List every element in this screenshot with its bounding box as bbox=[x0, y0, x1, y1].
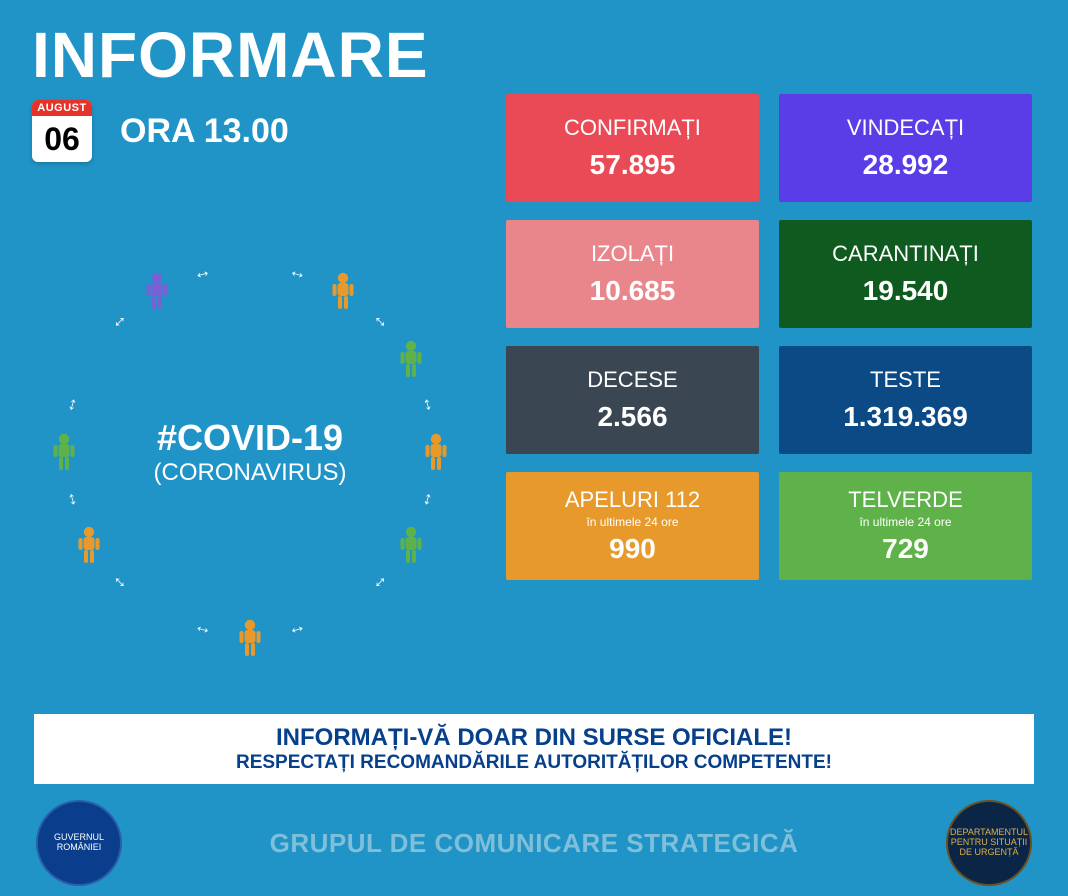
person-icon bbox=[394, 525, 428, 565]
person-icon bbox=[233, 618, 267, 658]
stat-card-label: CARANTINAȚI bbox=[832, 241, 979, 267]
person-icon bbox=[394, 339, 428, 379]
arrow-icon: ↔ bbox=[190, 260, 213, 285]
stat-card-sublabel: în ultimele 24 ore bbox=[586, 515, 678, 529]
person-icon bbox=[140, 271, 174, 311]
person-icon bbox=[233, 246, 267, 291]
person-icon bbox=[72, 339, 106, 379]
emblem-mai: DEPARTAMENTUL PENTRU SITUAȚII DE URGENȚĂ bbox=[946, 800, 1032, 886]
emblem-mai-label: DEPARTAMENTUL PENTRU SITUAȚII DE URGENȚĂ bbox=[948, 828, 1030, 858]
person-icon bbox=[47, 432, 81, 472]
arrow-icon: ↔ bbox=[417, 489, 442, 512]
emblem-government-label: GUVERNUL ROMÂNIEI bbox=[38, 833, 120, 853]
calendar-month: AUGUST bbox=[32, 100, 92, 116]
main-area: #COVID-19 (CORONAVIRUS) ↔ ↔ ↔ ↔ bbox=[0, 162, 1068, 722]
stat-card-label: CONFIRMAȚI bbox=[564, 115, 701, 141]
stat-card-value: 57.895 bbox=[590, 149, 676, 181]
banner-line2: RESPECTAȚI RECOMANDĂRILE AUTORITĂȚILOR C… bbox=[46, 752, 1022, 774]
arrow-icon: ↔ bbox=[105, 570, 133, 598]
covid-hashtag: #COVID-19 bbox=[154, 417, 347, 459]
stat-card-label: TESTE bbox=[870, 367, 941, 393]
person-icon bbox=[233, 618, 267, 663]
info-banner: INFORMAȚI-VĂ DOAR DIN SURSE OFICIALE! RE… bbox=[34, 714, 1034, 784]
stat-card: CARANTINAȚI 19.540 bbox=[779, 220, 1032, 328]
stat-card-label: IZOLAȚI bbox=[591, 241, 674, 267]
stat-card-value: 1.319.369 bbox=[843, 401, 968, 433]
stat-card-sublabel: în ultimele 24 ore bbox=[859, 515, 951, 529]
arrow-icon: ↔ bbox=[105, 307, 133, 335]
stat-card-label: DECESE bbox=[587, 367, 677, 393]
person-icon bbox=[326, 271, 360, 311]
stat-card: TELVERDE în ultimele 24 ore 729 bbox=[779, 472, 1032, 580]
footer-text: GRUPUL DE COMUNICARE STRATEGICĂ bbox=[270, 828, 799, 859]
time-label: ORA 13.00 bbox=[120, 112, 289, 151]
stat-card: TESTE 1.319.369 bbox=[779, 346, 1032, 454]
stat-card-value: 19.540 bbox=[863, 275, 949, 307]
stat-card-value: 10.685 bbox=[590, 275, 676, 307]
stat-card: VINDECAȚI 28.992 bbox=[779, 94, 1032, 202]
stat-card: DECESE 2.566 bbox=[506, 346, 759, 454]
arrow-icon: ↔ bbox=[58, 489, 83, 512]
stat-card-value: 28.992 bbox=[863, 149, 949, 181]
person-icon bbox=[140, 271, 174, 316]
stat-card-label: TELVERDE bbox=[848, 487, 963, 513]
stat-card-value: 2.566 bbox=[597, 401, 667, 433]
stat-card-value: 990 bbox=[609, 533, 656, 565]
people-circle: #COVID-19 (CORONAVIRUS) ↔ ↔ ↔ ↔ bbox=[40, 222, 460, 682]
stat-card: CONFIRMAȚI 57.895 bbox=[506, 94, 759, 202]
person-icon bbox=[419, 432, 453, 477]
arrow-icon: ↔ bbox=[417, 392, 442, 415]
person-icon bbox=[326, 271, 360, 316]
arrow-icon: ↔ bbox=[58, 392, 83, 415]
arrow-icon: ↔ bbox=[287, 260, 310, 285]
circle-title: #COVID-19 (CORONAVIRUS) bbox=[154, 417, 347, 487]
person-icon bbox=[140, 593, 174, 633]
person-icon bbox=[394, 339, 428, 384]
emblem-government: GUVERNUL ROMÂNIEI bbox=[36, 800, 122, 886]
person-icon bbox=[72, 339, 106, 384]
stat-card-value: 729 bbox=[882, 533, 929, 565]
calendar-day: 06 bbox=[32, 116, 92, 162]
stat-cards-grid: CONFIRMAȚI 57.895 VINDECAȚI 28.992 IZOLAȚI 10… bbox=[506, 94, 1032, 580]
covid-subtitle: (CORONAVIRUS) bbox=[154, 459, 347, 487]
person-icon bbox=[72, 525, 106, 565]
arrow-icon: ↔ bbox=[368, 307, 396, 335]
stat-card-label: VINDECAȚI bbox=[847, 115, 964, 141]
stat-card: IZOLAȚI 10.685 bbox=[506, 220, 759, 328]
person-icon bbox=[394, 525, 428, 570]
calendar-icon: AUGUST 06 bbox=[32, 100, 92, 162]
arrow-icon: ↔ bbox=[287, 619, 310, 644]
main-title: INFORMARE bbox=[0, 0, 1068, 92]
footer: GUVERNUL ROMÂNIEI GRUPUL DE COMUNICARE S… bbox=[0, 790, 1068, 896]
person-icon bbox=[326, 593, 360, 638]
stat-card-label: APELURI 112 bbox=[565, 487, 700, 513]
person-icon bbox=[72, 525, 106, 570]
person-icon bbox=[419, 432, 453, 472]
person-icon bbox=[140, 593, 174, 638]
banner-line1: INFORMAȚI-VĂ DOAR DIN SURSE OFICIALE! bbox=[46, 724, 1022, 752]
person-icon bbox=[233, 246, 267, 286]
person-icon bbox=[326, 593, 360, 633]
arrow-icon: ↔ bbox=[190, 619, 213, 644]
arrow-icon: ↔ bbox=[368, 570, 396, 598]
stat-card: APELURI 112 în ultimele 24 ore 990 bbox=[506, 472, 759, 580]
person-icon bbox=[47, 432, 81, 477]
